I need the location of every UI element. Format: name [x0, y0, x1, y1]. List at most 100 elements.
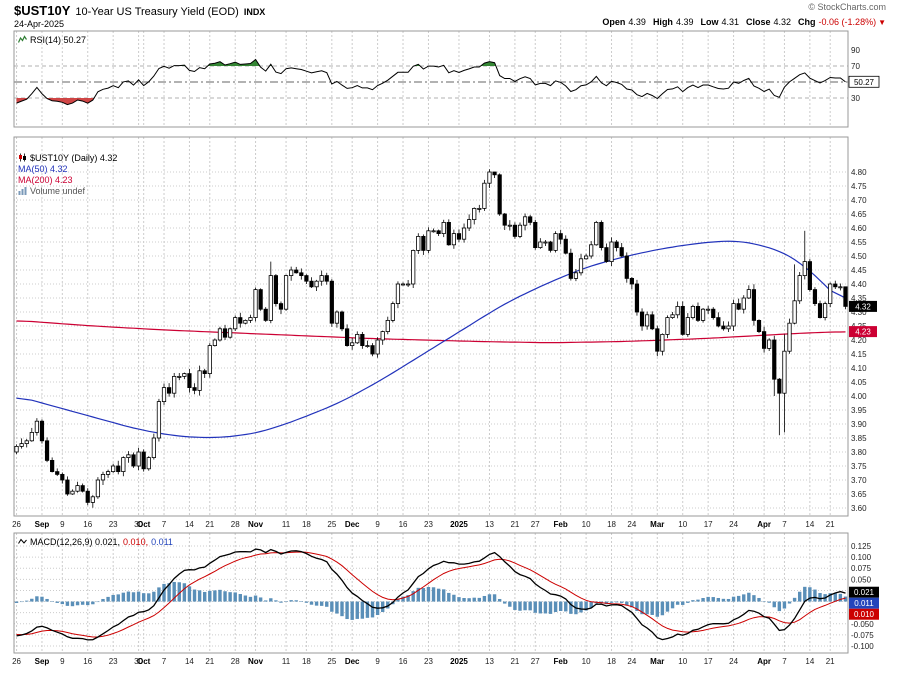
svg-text:9: 9: [60, 520, 65, 529]
open-label: Open: [602, 17, 626, 27]
svg-text:30: 30: [134, 657, 143, 666]
ma50-legend-label: MA(50) 4.32: [18, 164, 68, 174]
svg-text:16: 16: [83, 657, 92, 666]
svg-text:18: 18: [607, 520, 616, 529]
volume-bars-icon: [18, 187, 27, 195]
svg-text:23: 23: [109, 657, 118, 666]
svg-text:13: 13: [485, 520, 494, 529]
svg-text:90: 90: [851, 46, 860, 55]
chg-value: -0.06 (-1.28%): [818, 17, 877, 27]
price-legend-row: $UST10Y (Daily) 4.32: [18, 153, 117, 164]
svg-text:4.45: 4.45: [851, 266, 867, 275]
svg-text:Sep: Sep: [35, 520, 50, 529]
svg-text:4.05: 4.05: [851, 378, 867, 387]
svg-text:3.65: 3.65: [851, 490, 867, 499]
exchange-label: INDX: [243, 7, 266, 17]
svg-text:21: 21: [826, 657, 835, 666]
svg-text:23: 23: [424, 520, 433, 529]
svg-text:26: 26: [12, 657, 21, 666]
svg-text:7: 7: [162, 657, 167, 666]
svg-text:4.20: 4.20: [851, 336, 867, 345]
svg-text:70: 70: [851, 62, 860, 71]
svg-text:21: 21: [205, 520, 214, 529]
rsi-label: RSI(14) 50.27: [30, 35, 87, 45]
svg-text:Mar: Mar: [650, 520, 664, 529]
macd-hist-value: 0.011: [151, 537, 173, 547]
svg-text:Nov: Nov: [248, 657, 264, 666]
svg-text:27: 27: [531, 520, 540, 529]
svg-text:30: 30: [134, 520, 143, 529]
candlesticks: [14, 169, 848, 508]
main-legend: $UST10Y (Daily) 4.32 MA(50) 4.32 MA(200)…: [18, 153, 117, 197]
open-value: 4.39: [628, 17, 646, 27]
svg-text:Oct: Oct: [137, 657, 151, 666]
svg-text:3.95: 3.95: [851, 406, 867, 415]
svg-text:4.70: 4.70: [851, 196, 867, 205]
svg-text:28: 28: [231, 657, 240, 666]
rsi-legend: RSI(14) 50.27: [17, 35, 87, 46]
svg-text:9: 9: [60, 657, 65, 666]
svg-text:25: 25: [327, 520, 336, 529]
svg-text:4.23: 4.23: [855, 328, 871, 337]
svg-text:24: 24: [627, 520, 636, 529]
svg-text:3.75: 3.75: [851, 462, 867, 471]
svg-text:7: 7: [162, 520, 167, 529]
svg-text:3.85: 3.85: [851, 434, 867, 443]
svg-text:4.00: 4.00: [851, 392, 867, 401]
ma200-legend-row: MA(200) 4.23: [18, 175, 117, 186]
svg-text:-0.050: -0.050: [851, 620, 874, 629]
value-boxes: 50.27 4.32 4.23 0.021 0.011 0.010: [848, 75, 880, 620]
close-label: Close: [746, 17, 771, 27]
moving-average-lines: [16, 240, 846, 439]
svg-text:9: 9: [375, 657, 380, 666]
rsi-icon: [17, 35, 27, 43]
svg-text:30: 30: [851, 94, 860, 103]
svg-text:4.35: 4.35: [851, 294, 867, 303]
svg-text:4.30: 4.30: [851, 308, 867, 317]
svg-text:16: 16: [399, 520, 408, 529]
svg-text:4.80: 4.80: [851, 168, 867, 177]
low-value: 4.31: [721, 17, 739, 27]
svg-text:-0.100: -0.100: [851, 642, 874, 651]
svg-text:Sep: Sep: [35, 657, 50, 666]
svg-text:14: 14: [185, 657, 194, 666]
svg-text:9: 9: [375, 520, 380, 529]
low-label: Low: [700, 17, 719, 27]
svg-text:4.40: 4.40: [851, 280, 867, 289]
svg-text:4.15: 4.15: [851, 350, 867, 359]
svg-text:21: 21: [510, 520, 519, 529]
svg-text:Nov: Nov: [248, 520, 264, 529]
macd-legend: MACD(12,26,9) 0.021, 0.010, 0.011: [18, 537, 173, 548]
svg-text:Feb: Feb: [554, 520, 568, 529]
panel-borders: [13, 30, 849, 654]
svg-text:7: 7: [782, 520, 787, 529]
svg-text:21: 21: [510, 657, 519, 666]
svg-text:4.60: 4.60: [851, 224, 867, 233]
svg-text:10: 10: [678, 520, 687, 529]
price-legend-label: $UST10Y (Daily) 4.32: [30, 153, 118, 163]
svg-text:17: 17: [704, 657, 713, 666]
svg-text:21: 21: [826, 520, 835, 529]
svg-text:28: 28: [231, 520, 240, 529]
svg-text:7: 7: [782, 657, 787, 666]
svg-text:27: 27: [531, 657, 540, 666]
svg-text:26: 26: [12, 520, 21, 529]
svg-text:24: 24: [627, 657, 636, 666]
macd-signal-value: 0.010,: [123, 537, 149, 547]
gridlines: [14, 31, 848, 653]
svg-text:18: 18: [302, 657, 311, 666]
svg-text:25: 25: [327, 657, 336, 666]
svg-text:4.32: 4.32: [855, 302, 871, 311]
svg-text:3.70: 3.70: [851, 476, 867, 485]
svg-text:50.27: 50.27: [854, 78, 875, 87]
svg-text:14: 14: [805, 520, 814, 529]
svg-text:10: 10: [582, 520, 591, 529]
svg-text:23: 23: [109, 520, 118, 529]
svg-text:2025: 2025: [450, 657, 468, 666]
svg-text:Dec: Dec: [345, 520, 360, 529]
candlestick-icon: [19, 153, 26, 162]
svg-text:0.075: 0.075: [851, 564, 872, 573]
svg-text:4.50: 4.50: [851, 252, 867, 261]
svg-text:10: 10: [582, 657, 591, 666]
